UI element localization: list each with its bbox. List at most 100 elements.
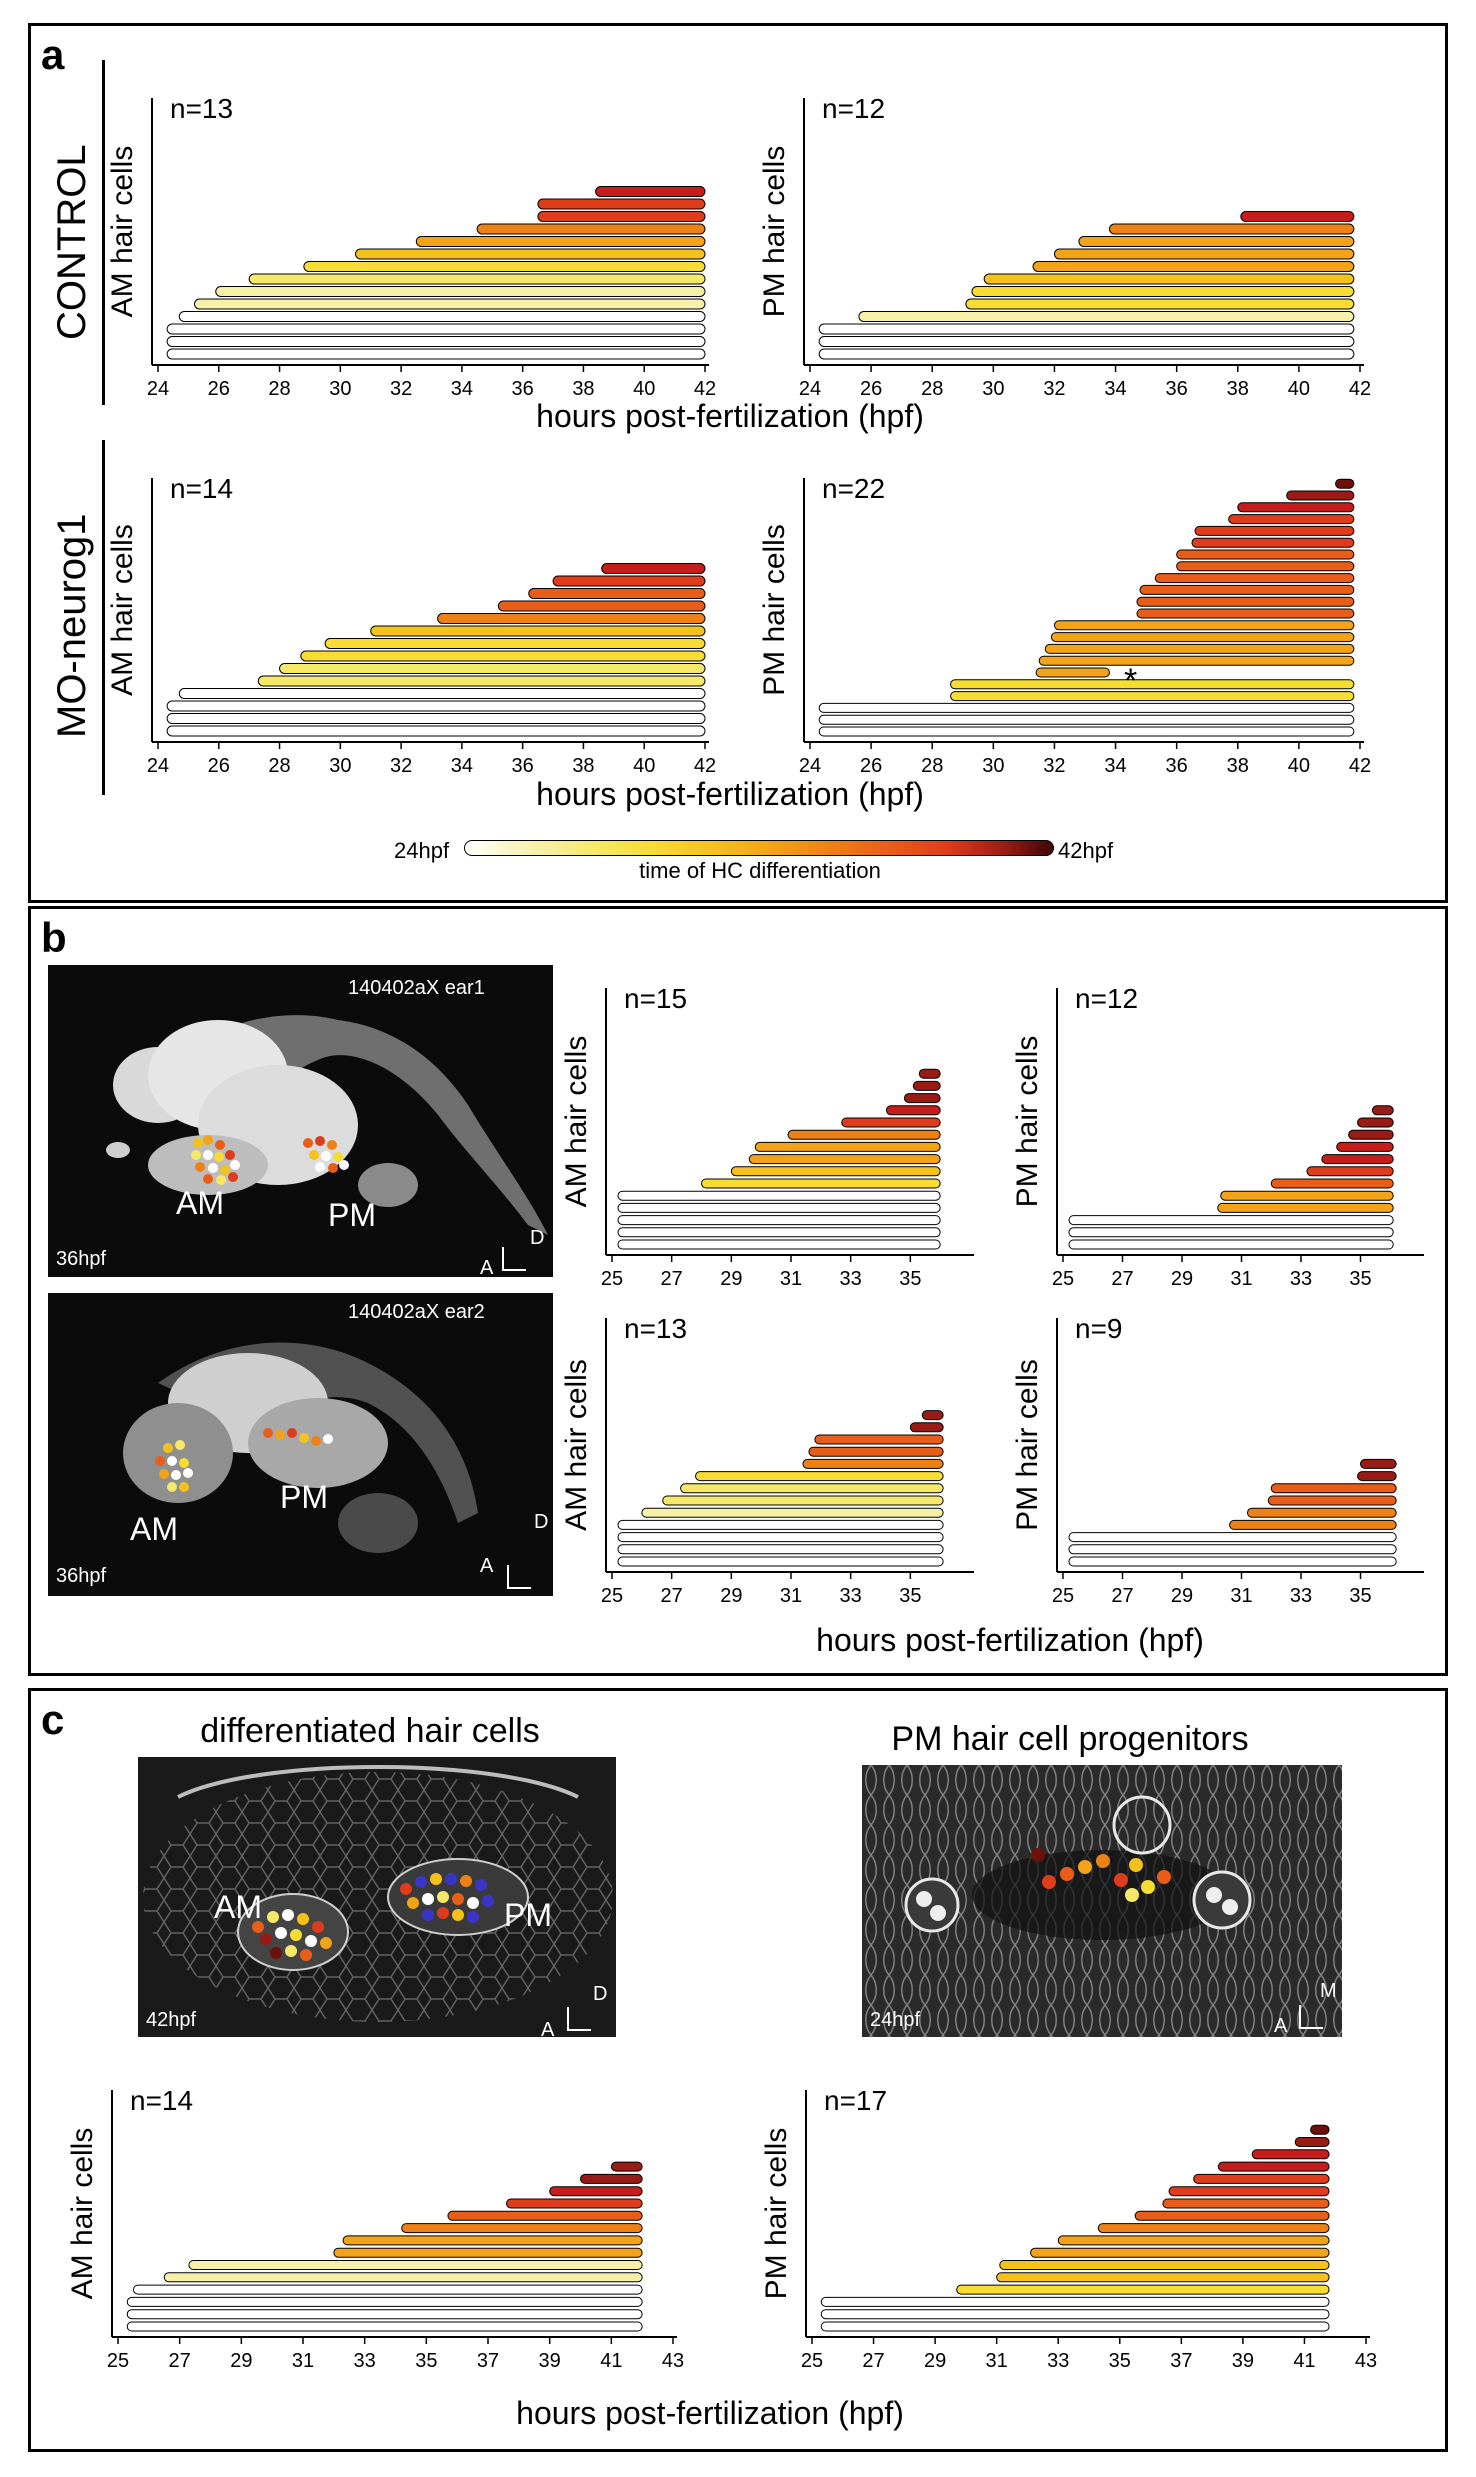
colorbar-caption: time of HC differentiation — [639, 858, 881, 883]
x-tick-label: 36 — [512, 378, 534, 400]
bar — [617, 1532, 944, 1543]
x-tick-label: 30 — [329, 378, 351, 400]
x-tick-label: 24 — [147, 378, 169, 400]
bar — [617, 1519, 944, 1530]
bar — [820, 2321, 1330, 2332]
sample-label-b2: 140402aX ear2 — [348, 1301, 485, 1323]
x-tick-label: 33 — [840, 1585, 862, 1607]
x-tick-label: 39 — [539, 2350, 561, 2372]
x-tick-label: 40 — [1288, 755, 1310, 777]
time-label-c-left: 42hpf — [146, 2009, 197, 2031]
y-axis-label: AM hair cells — [106, 146, 139, 318]
bar — [996, 2272, 1330, 2283]
am-dots-c — [252, 1909, 332, 1961]
bar — [163, 2272, 643, 2283]
bar — [178, 688, 706, 699]
x-tick-label: 26 — [208, 378, 230, 400]
x-tick-label: 29 — [720, 1268, 742, 1290]
x-tick-label: 27 — [862, 2350, 884, 2372]
bar — [918, 1068, 941, 1079]
bar — [820, 2296, 1330, 2307]
bar — [303, 261, 706, 272]
bar — [730, 1166, 941, 1177]
condition-divider-control — [102, 60, 105, 405]
bar — [617, 1239, 941, 1250]
bar — [1357, 1117, 1394, 1128]
panel-label-a: a — [41, 31, 65, 78]
y-axis-label: AM hair cells — [560, 1036, 593, 1208]
bar — [1240, 211, 1355, 222]
bar — [1176, 561, 1355, 572]
panel-a: a — [28, 23, 1448, 903]
image-title-c-right: PM hair cell progenitors — [891, 1720, 1249, 1758]
x-tick-label: 38 — [572, 378, 594, 400]
x-axis-title-a-mo: hours post-fertilization (hpf) — [536, 776, 924, 812]
image-title-c-left: differentiated hair cells — [200, 1712, 540, 1750]
x-tick-label: 34 — [451, 755, 473, 777]
bar — [506, 2198, 643, 2209]
axis-d-b2: D — [534, 1511, 549, 1533]
y-axis-label: PM hair cells — [760, 2128, 793, 2300]
x-tick-label: 28 — [268, 755, 290, 777]
x-tick-label: 30 — [982, 755, 1004, 777]
bar — [641, 1507, 944, 1518]
x-tick-label: 43 — [662, 2350, 684, 2372]
bar — [617, 1544, 944, 1555]
bar — [903, 1093, 941, 1104]
y-axis-label: PM hair cells — [758, 524, 791, 696]
bar — [1217, 1202, 1394, 1213]
x-tick-label: 34 — [1104, 755, 1126, 777]
x-tick-label: 26 — [860, 378, 882, 400]
n-count-label: n=12 — [1075, 983, 1138, 1014]
x-tick-label: 35 — [899, 1268, 921, 1290]
x-tick-label: 40 — [633, 378, 655, 400]
bar — [257, 675, 706, 687]
bar — [1068, 1532, 1397, 1543]
bar — [166, 713, 706, 724]
x-tick-label: 35 — [1349, 1268, 1371, 1290]
x-tick-label: 42 — [694, 378, 716, 400]
y-axis-label: PM hair cells — [758, 146, 791, 318]
bar — [1335, 478, 1355, 489]
x-tick-label: 25 — [601, 1585, 623, 1607]
bar — [580, 2173, 643, 2184]
micrograph-c-right-drawing — [862, 1765, 1342, 2037]
bar — [971, 286, 1355, 297]
x-tick-label: 25 — [1052, 1268, 1074, 1290]
axis-m-c-right: M — [1320, 1980, 1337, 2002]
bar — [1154, 573, 1355, 584]
x-tick-label: 24 — [799, 378, 821, 400]
x-tick-label: 31 — [986, 2350, 1008, 2372]
x-tick-label: 33 — [1290, 1268, 1312, 1290]
bar — [921, 1410, 944, 1421]
x-tick-label: 29 — [1171, 1268, 1193, 1290]
bar — [617, 1190, 941, 1201]
x-tick-label: 24 — [799, 755, 821, 777]
bar — [370, 625, 706, 637]
bar — [132, 2284, 643, 2295]
bar — [617, 1215, 941, 1226]
bar — [166, 323, 706, 335]
bar — [1134, 2210, 1330, 2221]
bar — [1136, 596, 1355, 607]
bar — [1068, 1556, 1397, 1567]
n-count-label: n=14 — [130, 2085, 193, 2116]
bar — [355, 248, 706, 260]
x-tick-label: 27 — [1111, 1585, 1133, 1607]
bar — [178, 311, 706, 322]
bar — [1360, 1458, 1397, 1469]
bar — [1108, 223, 1355, 235]
x-tick-label: 35 — [1349, 1585, 1371, 1607]
x-tick-label: 31 — [1230, 1585, 1252, 1607]
x-tick-label: 42 — [1349, 378, 1371, 400]
bar — [909, 1422, 944, 1433]
bar — [1053, 620, 1355, 631]
am-label-b2: AM — [130, 1511, 178, 1547]
micrograph-c-differentiated: AM PM 42hpf D A — [138, 1757, 616, 2037]
n-count-label: n=15 — [624, 983, 687, 1014]
x-tick-label: 25 — [801, 2350, 823, 2372]
axis-a-c-left: A — [541, 2019, 555, 2037]
